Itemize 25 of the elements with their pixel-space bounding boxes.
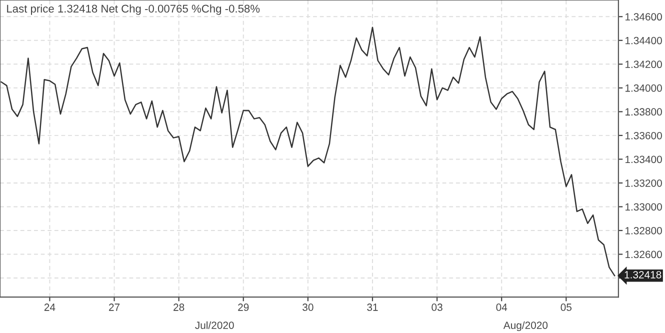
y-tick-label: 1.34600	[625, 13, 662, 21]
y-tick-label: 1.32800	[625, 227, 662, 234]
x-tick-label: 04	[496, 304, 508, 311]
x-tick-label: 27	[108, 304, 120, 311]
x-tick-label: 31	[367, 304, 378, 311]
x-tick-label: 03	[432, 304, 442, 311]
line-series	[0, 26, 616, 276]
x-tick-label: 29	[238, 304, 249, 311]
y-tick-label: 1.34200	[625, 60, 662, 68]
y-tick-label: 1.33400	[625, 156, 662, 164]
x-tick-label: 05	[560, 304, 572, 311]
y-tick-label: 1.33000	[625, 203, 662, 211]
y-tick-label: 1.33200	[625, 179, 662, 187]
text: Jul/2020	[195, 321, 234, 329]
y-tick-label: 1.33800	[625, 108, 662, 116]
y-tick-label: 1.34400	[625, 36, 662, 44]
y-tick-label: 1.32600	[625, 250, 662, 258]
y-tick-label: 1.34000	[625, 84, 662, 92]
x-tick-label: 30	[302, 304, 314, 311]
y-tick-label: 1.33600	[625, 132, 662, 140]
chart-title: Last price 1.32418 Net Chg -0.00765 %Chg -0.58%	[7, 4, 260, 15]
x-tick-label: 24	[44, 304, 56, 311]
text: 1.32418	[624, 271, 662, 278]
text: Aug/2020	[503, 321, 548, 332]
x-tick-label: 28	[174, 304, 184, 311]
